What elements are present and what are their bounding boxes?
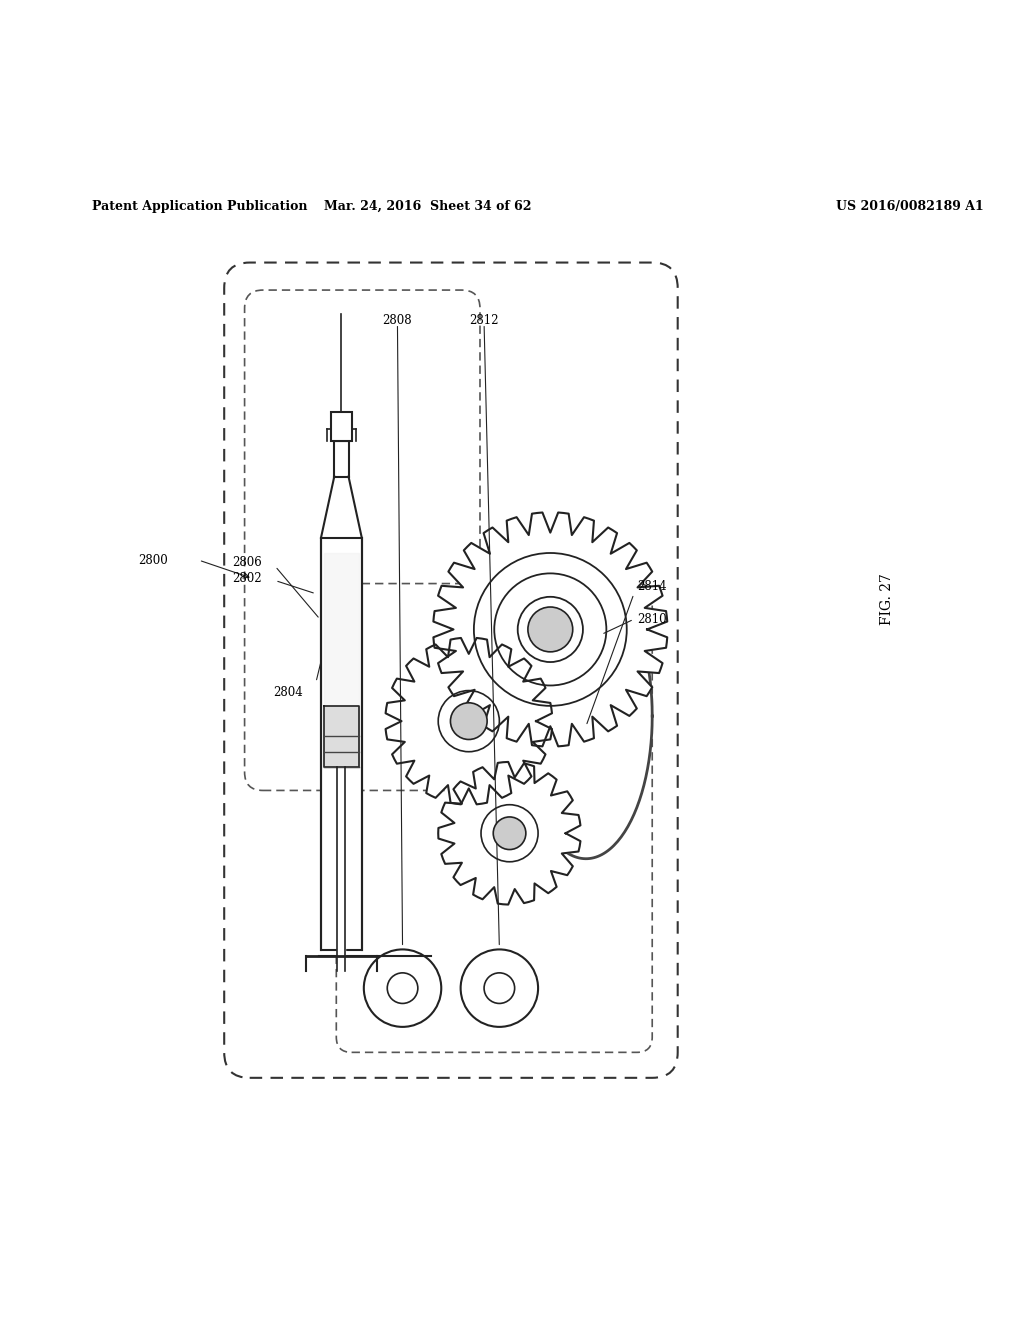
Text: 2800: 2800 <box>138 553 168 566</box>
Circle shape <box>461 949 538 1027</box>
Bar <box>331 412 351 441</box>
Circle shape <box>364 949 441 1027</box>
Text: 2808: 2808 <box>383 314 413 326</box>
Polygon shape <box>438 762 581 904</box>
Text: Patent Application Publication: Patent Application Publication <box>92 201 307 213</box>
Bar <box>321 537 361 950</box>
Text: 2806: 2806 <box>232 556 262 569</box>
Polygon shape <box>324 706 358 767</box>
Circle shape <box>494 817 526 850</box>
Text: 2812: 2812 <box>469 314 499 326</box>
Text: 2804: 2804 <box>273 686 303 700</box>
Polygon shape <box>386 638 552 804</box>
Polygon shape <box>433 512 668 746</box>
Text: US 2016/0082189 A1: US 2016/0082189 A1 <box>836 201 983 213</box>
Circle shape <box>528 607 572 652</box>
Text: 2810: 2810 <box>637 612 667 626</box>
Text: 2814: 2814 <box>637 579 667 593</box>
Polygon shape <box>337 767 345 970</box>
Text: Mar. 24, 2016  Sheet 34 of 62: Mar. 24, 2016 Sheet 34 of 62 <box>325 201 531 213</box>
Text: FIG. 27: FIG. 27 <box>880 573 894 624</box>
Text: 2802: 2802 <box>232 572 262 585</box>
Polygon shape <box>324 553 358 706</box>
Circle shape <box>451 702 487 739</box>
